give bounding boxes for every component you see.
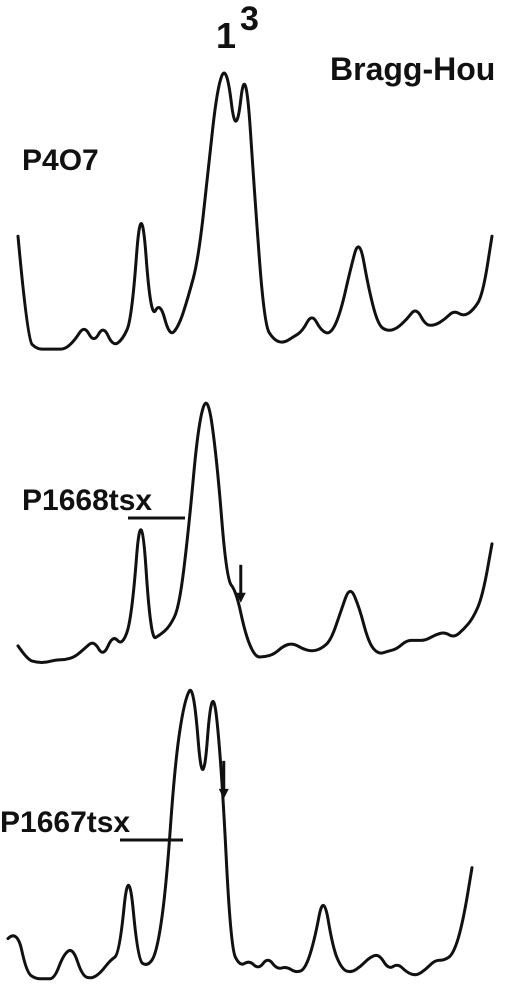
trace-line-3 (6, 688, 474, 981)
trace-panel-3: P1667tsx (0, 688, 474, 981)
trace-line-2 (16, 401, 494, 664)
sample-label-suffix-3: tsx (87, 806, 131, 839)
arrow-head-3 (218, 788, 229, 799)
technique-title: Bragg-Hou (330, 51, 495, 87)
arrow-head-2 (235, 592, 246, 603)
sample-label-1: P4O7 (22, 144, 99, 177)
sample-label-main-3: P1667 (0, 806, 87, 839)
sample-label-main-2: P1668 (22, 484, 109, 517)
peak-label-3: 3 (240, 0, 259, 38)
trace-panel-2: P1668tsx (16, 401, 494, 664)
sample-label-suffix-2: tsx (109, 484, 153, 517)
sample-label-main-1: P4O7 (22, 144, 99, 177)
trace-panel-1: P4O7 (16, 71, 494, 351)
sample-label-3: P1667tsx (0, 806, 130, 839)
peak-label-1: 1 (216, 15, 236, 56)
trace-line-1 (16, 71, 494, 351)
sample-label-2: P1668tsx (22, 484, 152, 517)
